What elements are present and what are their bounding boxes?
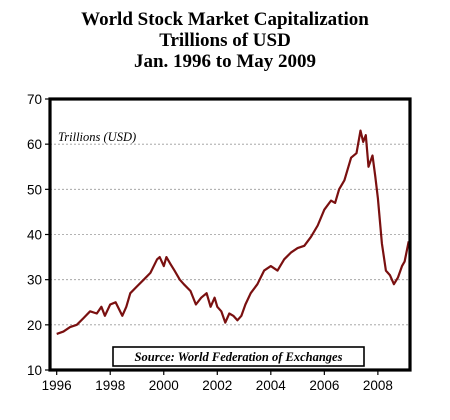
x-tick-label: 2000 [149,378,179,393]
x-tick-label: 2008 [363,378,393,393]
y-tick-label: 50 [27,182,42,197]
source-box [112,346,365,367]
grid-layer [50,143,410,326]
chart-title-line-2: Trillions of USD [159,30,291,51]
y-tick-label: 20 [27,318,42,333]
series-layer [56,129,410,335]
x-tick-label: 2004 [256,378,287,393]
y-tick-label: 30 [27,273,42,288]
x-tick-label: 1998 [95,378,125,393]
y-tick-label: 40 [27,228,42,243]
source-note: Source: World Federation of Exchanges [135,350,343,364]
x-tick-label: 1996 [42,378,72,393]
chart-title-line-1: World Stock Market Capitalization [81,9,369,30]
y-tick-label: 60 [27,137,42,152]
x-tick-label: 2006 [309,378,339,393]
chart-title-line-3: Jan. 1996 to May 2009 [133,51,317,72]
y-tick-label: 70 [27,92,42,107]
inner-label: Trillions (USD) [58,130,136,144]
x-tick-label: 2002 [202,378,232,393]
y-tick-label: 10 [27,363,42,378]
tick-layer: 10 20 30 40 50 60 70 1996 1998 2000 2002 2004 2006 20… [27,92,393,393]
series-line-0 [56,129,410,335]
